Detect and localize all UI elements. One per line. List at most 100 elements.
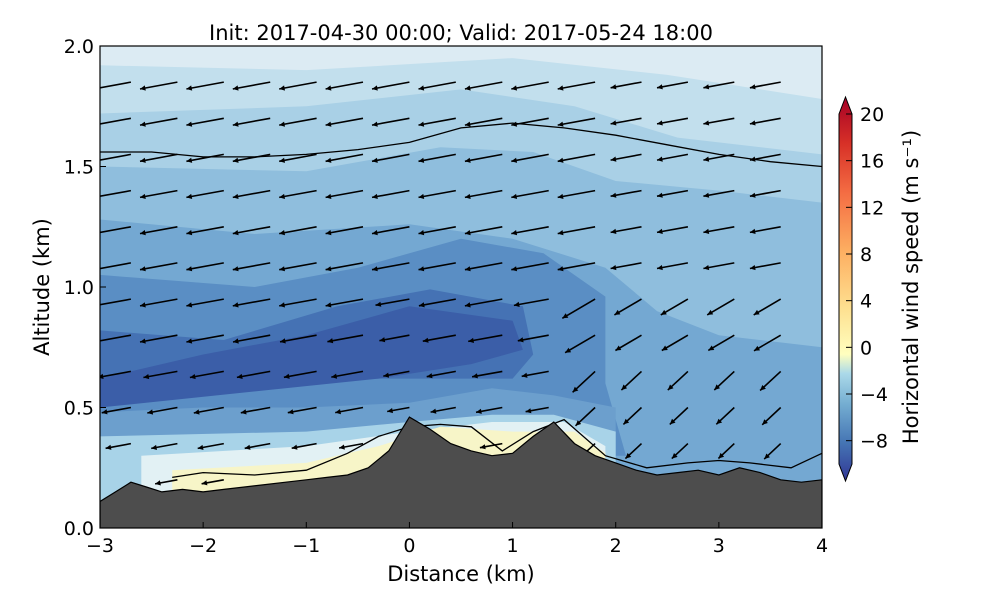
x-tick-label: 1 [507, 535, 519, 557]
wind-arrow [418, 262, 456, 272]
wind-arrow [620, 370, 643, 391]
wind-arrow [471, 370, 503, 379]
wind-arrow [147, 406, 178, 415]
wind-arrow [383, 370, 410, 378]
wind-arrow [511, 153, 549, 163]
wind-arrow [139, 153, 178, 163]
chart-title: Init: 2017-04-30 00:00; Valid: 2017-05-2… [209, 21, 713, 45]
wind-arrow [464, 81, 503, 91]
wind-arrow [418, 298, 456, 308]
wind-arrow [715, 406, 735, 425]
contour-band [100, 306, 523, 408]
colorbar-tick-label: −4 [860, 384, 888, 406]
wind-arrow [279, 81, 317, 91]
wind-arrow [139, 298, 178, 308]
wind-arrow [749, 262, 781, 271]
wind-arrow [717, 443, 735, 460]
wind-arrow [139, 262, 178, 272]
wind-arrow [557, 226, 596, 236]
wind-arrow [139, 189, 178, 199]
x-tick-label: −1 [292, 535, 320, 557]
wind-arrow [279, 117, 317, 127]
wind-arrow [574, 406, 596, 427]
wind-arrow [426, 370, 456, 379]
colorbar-tick-label: 0 [860, 337, 872, 359]
wind-arrow [707, 334, 735, 352]
wind-arrow [511, 226, 549, 236]
wind-arrow [557, 81, 596, 91]
wind-arrow [660, 298, 689, 316]
wind-arrow [151, 442, 178, 450]
wind-arrow [464, 262, 503, 272]
wind-arrow [703, 117, 735, 126]
x-tick-label: −2 [189, 535, 217, 557]
wind-arrow [387, 406, 410, 414]
wind-arrow [143, 370, 178, 380]
wind-arrow [671, 443, 689, 460]
wind-arrow [279, 226, 317, 236]
colorbar-tick-label: 16 [860, 151, 884, 173]
wind-arrow [610, 189, 642, 198]
wind-arrow [100, 81, 132, 89]
wind-arrow [610, 81, 642, 90]
wind-arrow [749, 81, 781, 90]
wind-arrow [325, 117, 364, 127]
wind-arrow [197, 442, 224, 450]
wind-arrow [561, 298, 596, 319]
y-axis-ticks: 0.0 0.5 1.0 1.5 2.0 [64, 36, 106, 540]
colorbar-label: Horizontal wind speed (m s⁻¹) [899, 130, 923, 444]
y-tick-label: 0.0 [64, 518, 94, 540]
wind-arrow [759, 370, 782, 392]
wind-arrow [100, 189, 132, 198]
wind-arrow [193, 406, 224, 415]
wind-arrow [331, 370, 364, 379]
wind-arrow [186, 262, 224, 272]
wind-arrow [186, 334, 224, 344]
wind-arrow [325, 262, 364, 272]
wind-arrow [564, 334, 596, 354]
wind-arrow [186, 117, 224, 127]
wind-arrow [371, 226, 410, 236]
colorbar-tick-label: 12 [860, 197, 884, 219]
wind-arrow [279, 153, 317, 163]
wind-arrow [511, 117, 549, 127]
wind-arrow [240, 406, 271, 415]
wind-arrow [100, 226, 132, 234]
colorbar-body [838, 95, 853, 483]
wind-arrow [703, 189, 735, 198]
wind-arrow [703, 262, 735, 271]
wind-arrow [154, 479, 178, 486]
wind-arrow [232, 298, 271, 308]
wind-arrow [656, 81, 689, 90]
wind-arrow [763, 443, 782, 460]
wind-arrow [189, 370, 224, 380]
wind-arrow [279, 262, 317, 272]
wind-arrow [613, 298, 642, 316]
wind-arrow [325, 226, 364, 236]
colorbar-ticks: −8 −4 0 4 8 12 16 20 [846, 104, 888, 453]
wind-arrow [511, 189, 549, 199]
wind-arrow [418, 226, 456, 236]
wind-arrow [557, 262, 596, 272]
wind-arrow [186, 81, 224, 91]
wind-arrow [371, 189, 410, 199]
wind-arrow [464, 117, 503, 127]
wind-arrow [656, 226, 689, 234]
y-tick-label: 1.5 [64, 157, 94, 179]
colorbar-tick-label: 4 [860, 291, 872, 313]
wind-arrow [511, 81, 549, 91]
wind-arrow [656, 262, 689, 271]
y-axis-label: Altitude (km) [30, 218, 54, 356]
wind-arrow [753, 298, 782, 316]
wind-arrow [464, 298, 503, 308]
colorbar: −8 −4 0 4 8 12 16 20 Horizontal wind speed (m s… [838, 95, 923, 483]
wind-arrow [667, 370, 689, 391]
wind-arrow [418, 81, 456, 91]
colorbar-tick-label: 8 [860, 244, 872, 266]
wind-arrow [669, 406, 689, 425]
y-tick-label: 2.0 [64, 36, 94, 58]
wind-arrow [287, 406, 317, 415]
wind-arrow [661, 334, 689, 352]
